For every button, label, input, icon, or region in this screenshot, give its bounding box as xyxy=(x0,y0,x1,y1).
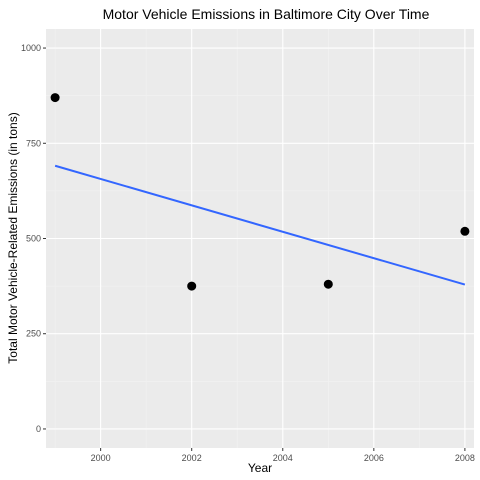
chart-title: Motor Vehicle Emissions in Baltimore Cit… xyxy=(103,6,430,22)
y-tick-label: 750 xyxy=(26,138,41,148)
trend-line xyxy=(54,164,466,286)
x-tick-label: 2008 xyxy=(455,453,475,463)
y-axis-title: Total Motor Vehicle-Related Emissions (i… xyxy=(6,112,20,363)
x-tick-label: 2006 xyxy=(364,453,384,463)
x-tick-label: 2000 xyxy=(91,453,111,463)
y-tick-label: 0 xyxy=(36,424,41,434)
grid-major xyxy=(46,29,474,448)
data-point xyxy=(323,279,333,289)
y-tick-label: 500 xyxy=(26,234,41,244)
ticks-layer: 2000 2002 2004 2006 2008 0 250 500 750 1000 xyxy=(21,43,475,463)
y-tick-label: 250 xyxy=(26,329,41,339)
x-axis-title: Year xyxy=(248,461,272,475)
points-layer xyxy=(50,93,470,291)
data-point xyxy=(460,226,470,236)
data-point xyxy=(50,93,60,103)
y-tick-label: 1000 xyxy=(21,43,41,53)
x-tick-label: 2004 xyxy=(273,453,293,463)
x-tick-label: 2002 xyxy=(182,453,202,463)
trend-layer xyxy=(54,164,466,286)
data-point xyxy=(187,281,197,291)
